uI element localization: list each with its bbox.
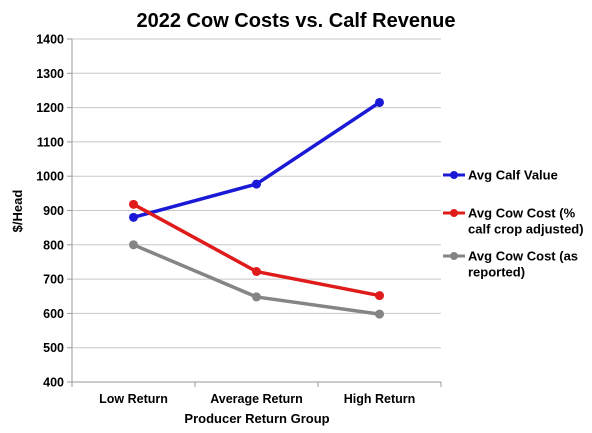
y-tick-label: 800 — [43, 238, 64, 252]
axes: 400 500 600 700 800 900 1000 1100 1200 1300 1400 Lo… — [36, 33, 442, 406]
chart-title: 2022 Cow Costs vs. Calf Revenue — [136, 10, 455, 32]
y-tick-label: 1000 — [36, 170, 64, 184]
legend-item-1: Avg Calf Value — [443, 168, 558, 183]
series-3 — [129, 240, 384, 319]
x-axis-title: Producer Return Group — [184, 411, 329, 426]
data-point — [375, 291, 384, 301]
y-tick-label: 700 — [43, 273, 64, 287]
x-tick-label: High Return — [344, 392, 416, 406]
data-point — [129, 240, 138, 250]
legend-label: Avg Calf Value — [468, 168, 558, 183]
legend-item-2: Avg Cow Cost (% calf crop adjusted) — [443, 206, 584, 237]
y-tick-label: 500 — [43, 341, 64, 355]
y-tick-label: 400 — [43, 376, 64, 390]
legend-marker — [450, 171, 458, 179]
legend-label-line: Avg Calf Value — [468, 168, 558, 183]
x-tick-label: Average Return — [210, 392, 303, 406]
y-tick-label: 1100 — [37, 135, 64, 149]
data-point — [252, 179, 261, 189]
y-tick-label: 1200 — [36, 101, 64, 115]
y-tick-label: 1300 — [36, 67, 64, 81]
series-line — [133, 100, 381, 220]
y-axis-title: $/Head — [10, 190, 25, 233]
legend-marker — [450, 209, 458, 217]
data-point — [252, 267, 261, 277]
data-point — [252, 292, 261, 302]
legend-item-3: Avg Cow Cost (as reported) — [443, 249, 578, 280]
legend-label: Avg Cow Cost (% calf crop adjusted) — [468, 206, 584, 237]
legend-label-line: Avg Cow Cost (% — [468, 206, 576, 221]
legend-label-line: reported) — [468, 265, 525, 280]
y-tick-label: 1400 — [36, 33, 64, 47]
data-point — [375, 97, 384, 107]
data-point — [129, 212, 138, 222]
y-tick-label: 600 — [43, 307, 64, 321]
data-point — [375, 309, 384, 319]
legend-label: Avg Cow Cost (as reported) — [468, 249, 578, 280]
legend-marker — [450, 252, 458, 260]
data-point — [129, 199, 138, 209]
legend-label-line: Avg Cow Cost (as — [468, 249, 578, 264]
series-1 — [129, 97, 384, 222]
series-2 — [129, 199, 384, 301]
series-lines — [129, 97, 384, 319]
legend-label-line: calf crop adjusted) — [468, 222, 584, 237]
y-tick-label: 900 — [43, 204, 64, 218]
x-tick-label: Low Return — [99, 392, 168, 406]
series-line — [132, 202, 380, 298]
legend: Avg Calf Value Avg Cow Cost (% calf crop a… — [443, 168, 584, 280]
